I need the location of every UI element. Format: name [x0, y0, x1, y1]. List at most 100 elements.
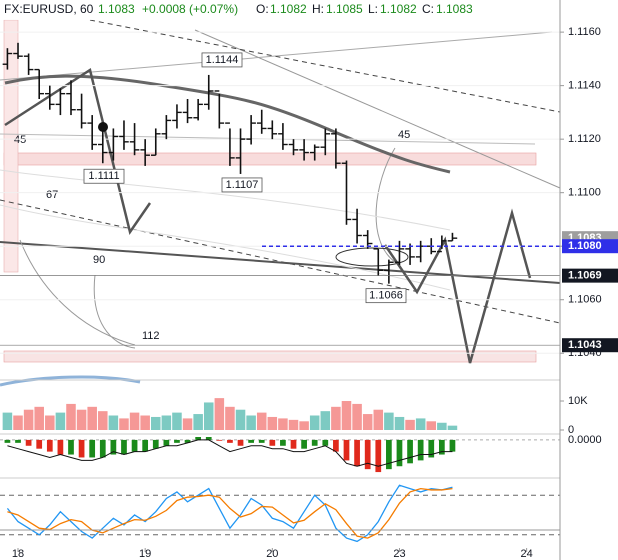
volume-bar [150, 416, 161, 430]
annotation-label: 1.1107 [226, 179, 259, 191]
volume-bar [341, 401, 352, 430]
annotation-box [365, 288, 407, 304]
volume-bar [225, 406, 235, 430]
volume-bar [23, 409, 34, 430]
volume-bar [352, 403, 362, 430]
series-line [7, 487, 453, 539]
drawings [0, 19, 561, 387]
volume-bar [362, 414, 373, 430]
zigzag [383, 208, 532, 364]
histogram-bar [163, 439, 170, 446]
histogram-bar [258, 439, 265, 443]
histogram-bar [449, 439, 456, 452]
volume-bar [278, 418, 288, 430]
volume-bar [384, 412, 394, 430]
price-label-box [562, 239, 618, 254]
drawing-label: 67 [46, 189, 58, 201]
histogram-bar [417, 439, 424, 461]
drawing-labels: 45 67 90 112 45 [14, 129, 410, 342]
annotation-box [83, 168, 125, 184]
moving-average [4, 74, 451, 174]
price-label: 1.1069 [568, 270, 602, 282]
x-tick-label: 19 [139, 548, 151, 560]
volume-bar [309, 415, 320, 430]
volume-bar [140, 415, 150, 430]
o-value: 1.1082 [270, 2, 307, 16]
histogram-bar [121, 439, 127, 455]
volume-bar [437, 422, 447, 430]
volume-bar [235, 409, 246, 430]
histogram-bar [237, 439, 244, 446]
y-tick-label: 1.1120 [568, 133, 601, 145]
arc [375, 147, 396, 263]
histogram-bar [99, 439, 106, 458]
volume-bar [214, 398, 225, 430]
volume-bar [13, 415, 23, 430]
annotation-label: 1.1066 [369, 290, 403, 302]
price-label: 1.1080 [568, 240, 602, 252]
annotation-label: 1.1111 [88, 170, 119, 182]
main-pane [0, 0, 560, 380]
histogram-bar [110, 439, 117, 455]
y-tick-label: 1.1160 [568, 26, 601, 38]
volume-bar [108, 415, 119, 430]
header-bg [0, 0, 480, 20]
price-label: 1.1043 [568, 339, 602, 351]
y-tick-label: 1.1060 [568, 294, 602, 306]
volume-bar [45, 415, 55, 430]
volume-bar [2, 412, 13, 430]
histogram-bar [396, 439, 403, 467]
histogram-bar [89, 439, 96, 458]
histogram-bar [46, 439, 53, 452]
trend-line [0, 199, 561, 324]
drawing-label: 112 [142, 330, 160, 342]
volume-bar [161, 415, 172, 430]
volume-bar [288, 419, 299, 430]
volume-bar [55, 412, 66, 430]
header: FX:EURUSD, 60 1.1083 +0.0008 (+0.07%) O:… [0, 0, 480, 20]
histogram-bar [290, 439, 297, 449]
volume-bar [34, 406, 44, 430]
histogram-bar [354, 439, 360, 467]
h-value: 1.1085 [326, 2, 363, 16]
l-value: 1.1082 [380, 2, 417, 16]
curve [0, 204, 451, 291]
histogram-bar [407, 439, 413, 464]
arc [93, 274, 136, 349]
volume-bar [182, 418, 193, 430]
x-tick-label: 23 [393, 548, 405, 560]
x-tick-label: 24 [520, 548, 532, 560]
volume-bar [405, 419, 415, 430]
histogram-bar [375, 439, 382, 473]
c-label: C: [422, 2, 434, 16]
volume-bar [415, 418, 426, 430]
volume-bar [203, 402, 214, 430]
volume-bar [256, 412, 267, 430]
histogram-bar [322, 439, 329, 446]
histogram-bar [78, 439, 85, 458]
histogram-bar [36, 439, 43, 449]
macd-line [7, 439, 453, 467]
histogram-bar [131, 439, 138, 452]
y-tick-label: 0.0000 [568, 434, 602, 446]
volume-bar [331, 406, 341, 430]
o-label: O: [256, 2, 269, 16]
histogram-bar [269, 439, 276, 446]
ellipse [335, 247, 409, 267]
zigzag [4, 67, 152, 235]
drawing-label: 90 [93, 254, 105, 266]
volume-bar [246, 415, 256, 430]
histogram-bar [386, 439, 392, 470]
l-label: L: [368, 2, 378, 16]
x-tick-label: 18 [12, 548, 24, 560]
histogram-bar [438, 439, 445, 455]
volume-bar [299, 421, 309, 430]
volume-bar [129, 412, 140, 430]
histogram-bar [216, 439, 223, 441]
histogram-bar [25, 439, 32, 446]
histogram-bar [195, 437, 202, 440]
trend-line [89, 19, 561, 113]
price-label-box [562, 338, 618, 353]
